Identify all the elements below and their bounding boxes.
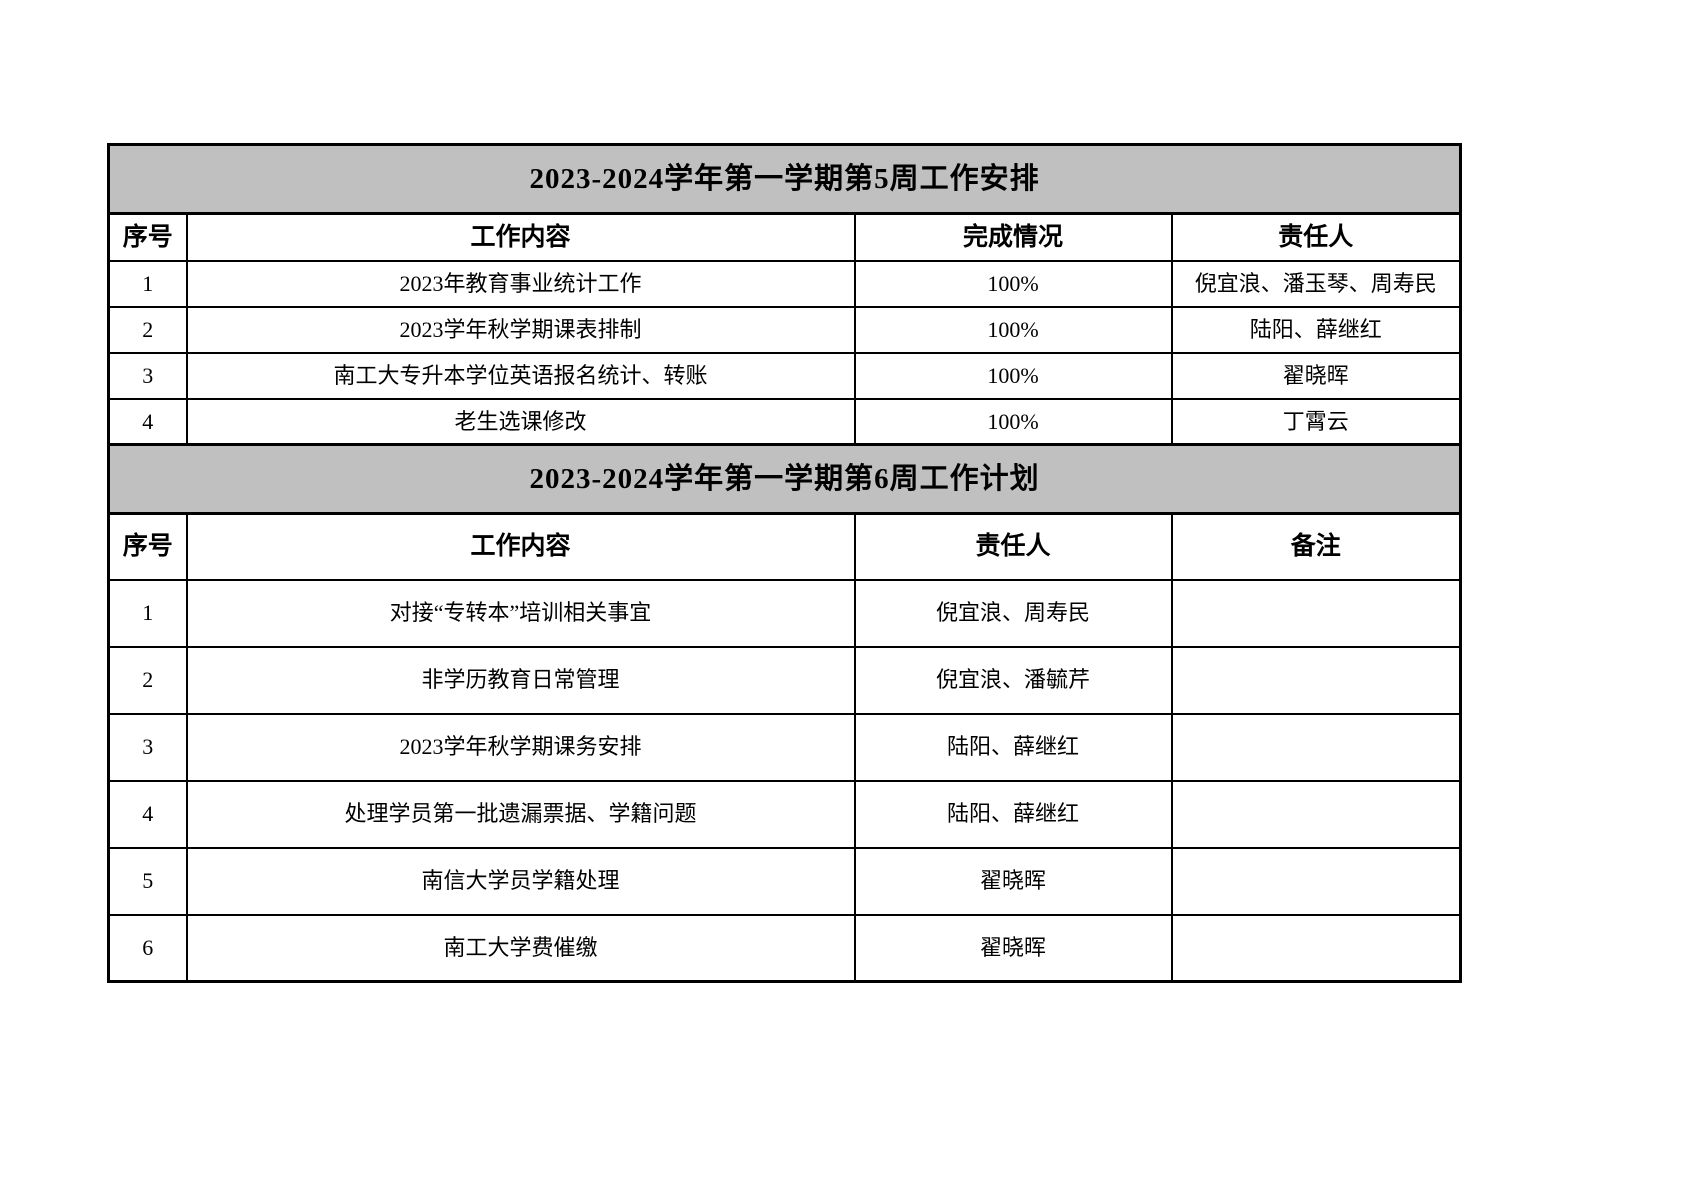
t2-row-no: 5 bbox=[107, 846, 188, 916]
t1-row-no: 2 bbox=[107, 305, 188, 354]
t2-row-person: 倪宜浪、周寿民 bbox=[853, 578, 1173, 648]
t1-row-status: 100% bbox=[853, 305, 1173, 354]
table1-header-content: 工作内容 bbox=[185, 212, 856, 262]
t2-row-person: 陆阳、薛继红 bbox=[853, 779, 1173, 849]
t1-row-no: 4 bbox=[107, 397, 188, 446]
t1-row-status: 100% bbox=[853, 351, 1173, 400]
t2-row-content: 非学历教育日常管理 bbox=[185, 645, 856, 715]
table-row: 3 2023学年秋学期课务安排 陆阳、薛继红 bbox=[107, 712, 1462, 782]
t1-row-content: 2023年教育事业统计工作 bbox=[185, 259, 856, 308]
table-row: 6 南工大学费催缴 翟晓晖 bbox=[107, 913, 1462, 983]
table1-header-person: 责任人 bbox=[1170, 212, 1462, 262]
table2-title: 2023-2024学年第一学期第6周工作计划 bbox=[107, 443, 1462, 515]
table-row: 5 南信大学员学籍处理 翟晓晖 bbox=[107, 846, 1462, 916]
t2-row-content: 对接“专转本”培训相关事宜 bbox=[185, 578, 856, 648]
t2-row-person: 陆阳、薛继红 bbox=[853, 712, 1173, 782]
table1-header-row: 序号 工作内容 完成情况 责任人 bbox=[107, 212, 1462, 262]
t2-row-note bbox=[1170, 578, 1462, 648]
t2-row-note bbox=[1170, 712, 1462, 782]
t1-row-person: 陆阳、薛继红 bbox=[1170, 305, 1462, 354]
table-row: 2 非学历教育日常管理 倪宜浪、潘毓芹 bbox=[107, 645, 1462, 715]
table1-title: 2023-2024学年第一学期第5周工作安排 bbox=[107, 143, 1462, 215]
t2-row-no: 3 bbox=[107, 712, 188, 782]
t2-row-note bbox=[1170, 846, 1462, 916]
table-row: 1 2023年教育事业统计工作 100% 倪宜浪、潘玉琴、周寿民 bbox=[107, 259, 1462, 308]
table-row: 4 老生选课修改 100% 丁霄云 bbox=[107, 397, 1462, 446]
t1-row-status: 100% bbox=[853, 397, 1173, 446]
table-row: 3 南工大专升本学位英语报名统计、转账 100% 翟晓晖 bbox=[107, 351, 1462, 400]
table2-header-content: 工作内容 bbox=[185, 512, 856, 581]
t1-row-content: 老生选课修改 bbox=[185, 397, 856, 446]
t1-row-person: 倪宜浪、潘玉琴、周寿民 bbox=[1170, 259, 1462, 308]
work-schedule-table: 2023-2024学年第一学期第5周工作安排 序号 工作内容 完成情况 责任人 … bbox=[107, 143, 1463, 983]
t1-row-content: 2023学年秋学期课表排制 bbox=[185, 305, 856, 354]
t2-row-content: 处理学员第一批遗漏票据、学籍问题 bbox=[185, 779, 856, 849]
table2-title-row: 2023-2024学年第一学期第6周工作计划 bbox=[107, 443, 1462, 515]
t1-row-no: 1 bbox=[107, 259, 188, 308]
table1-header-no: 序号 bbox=[107, 212, 188, 262]
t2-row-no: 2 bbox=[107, 645, 188, 715]
t2-row-content: 南工大学费催缴 bbox=[185, 913, 856, 983]
t1-row-person: 翟晓晖 bbox=[1170, 351, 1462, 400]
table-row: 4 处理学员第一批遗漏票据、学籍问题 陆阳、薛继红 bbox=[107, 779, 1462, 849]
t2-row-person: 倪宜浪、潘毓芹 bbox=[853, 645, 1173, 715]
t1-row-person: 丁霄云 bbox=[1170, 397, 1462, 446]
t2-row-no: 4 bbox=[107, 779, 188, 849]
t1-row-content: 南工大专升本学位英语报名统计、转账 bbox=[185, 351, 856, 400]
t1-row-no: 3 bbox=[107, 351, 188, 400]
table2-header-row: 序号 工作内容 责任人 备注 bbox=[107, 512, 1462, 581]
table1-header-status: 完成情况 bbox=[853, 212, 1173, 262]
t1-row-status: 100% bbox=[853, 259, 1173, 308]
table2-header-no: 序号 bbox=[107, 512, 188, 581]
t2-row-person: 翟晓晖 bbox=[853, 846, 1173, 916]
t2-row-note bbox=[1170, 645, 1462, 715]
table2-header-note: 备注 bbox=[1170, 512, 1462, 581]
table-row: 1 对接“专转本”培训相关事宜 倪宜浪、周寿民 bbox=[107, 578, 1462, 648]
table-row: 2 2023学年秋学期课表排制 100% 陆阳、薛继红 bbox=[107, 305, 1462, 354]
t2-row-no: 1 bbox=[107, 578, 188, 648]
t2-row-note bbox=[1170, 779, 1462, 849]
table2-header-person: 责任人 bbox=[853, 512, 1173, 581]
t2-row-content: 2023学年秋学期课务安排 bbox=[185, 712, 856, 782]
t2-row-note bbox=[1170, 913, 1462, 983]
t2-row-person: 翟晓晖 bbox=[853, 913, 1173, 983]
t2-row-no: 6 bbox=[107, 913, 188, 983]
t2-row-content: 南信大学员学籍处理 bbox=[185, 846, 856, 916]
table1-title-row: 2023-2024学年第一学期第5周工作安排 bbox=[107, 143, 1462, 215]
